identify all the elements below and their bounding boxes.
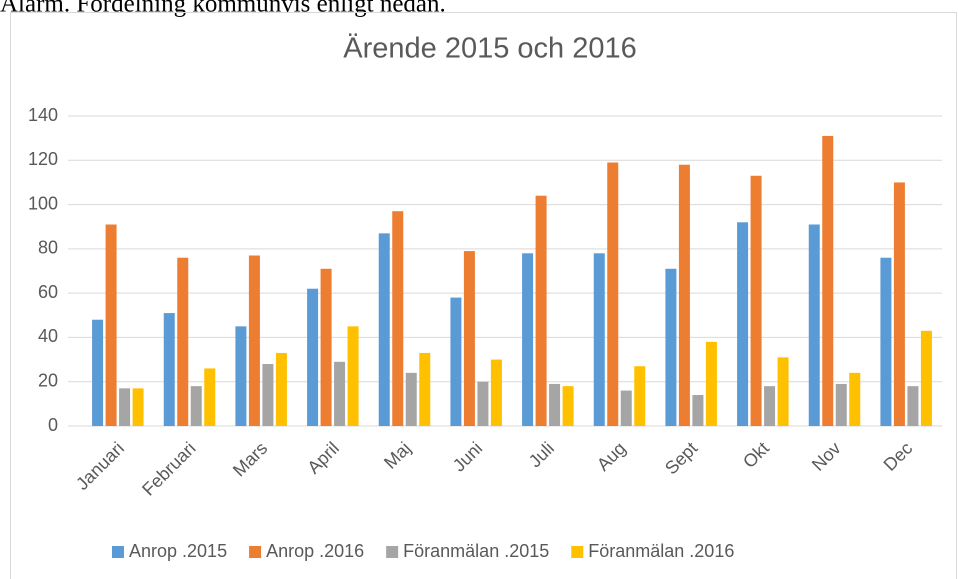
bar bbox=[347, 326, 359, 426]
legend-swatch bbox=[571, 546, 584, 558]
bar bbox=[880, 257, 892, 426]
bar bbox=[419, 352, 431, 426]
bar bbox=[705, 341, 717, 426]
bar bbox=[522, 253, 534, 426]
bar bbox=[737, 222, 749, 426]
legend-swatch bbox=[112, 546, 124, 558]
chart-title: Ärende 2015 och 2016 bbox=[343, 33, 636, 65]
bar bbox=[593, 253, 605, 426]
bar bbox=[119, 388, 131, 426]
bar bbox=[620, 390, 632, 426]
bar bbox=[822, 135, 834, 426]
chart-border bbox=[10, 12, 957, 579]
y-tick-label: 60 bbox=[38, 282, 58, 302]
bar bbox=[634, 366, 646, 426]
bar bbox=[190, 386, 202, 426]
legend-label: Anrop .2015 bbox=[129, 541, 227, 561]
bar bbox=[893, 182, 905, 426]
bar bbox=[405, 372, 417, 426]
y-tick-label: 120 bbox=[28, 149, 58, 169]
bar bbox=[132, 388, 144, 426]
bar bbox=[750, 175, 762, 426]
bar bbox=[477, 381, 489, 426]
page-text: Alarm. Fördelning kommunvis enligt nedan… bbox=[0, 0, 446, 18]
x-tick-label: Okt bbox=[739, 438, 773, 472]
bar bbox=[320, 268, 332, 426]
legend-label: Föranmälan .2015 bbox=[403, 541, 549, 561]
x-tick-label: Juli bbox=[525, 438, 558, 471]
y-tick-label: 100 bbox=[28, 193, 58, 213]
bar bbox=[235, 326, 247, 426]
bar bbox=[378, 233, 390, 426]
bar bbox=[92, 319, 104, 426]
bar bbox=[535, 195, 547, 426]
y-tick-label: 40 bbox=[38, 326, 58, 346]
bar bbox=[334, 361, 346, 426]
bar bbox=[607, 162, 619, 426]
bar bbox=[204, 368, 216, 426]
bar bbox=[920, 330, 932, 426]
x-tick-label: Dec bbox=[880, 438, 917, 475]
bar bbox=[450, 297, 462, 426]
bar bbox=[262, 364, 274, 426]
bar bbox=[248, 255, 260, 426]
legend-label: Föranmälan .2016 bbox=[588, 541, 734, 561]
y-tick-label: 80 bbox=[38, 238, 58, 258]
bar bbox=[275, 352, 287, 426]
bar bbox=[764, 386, 776, 426]
x-tick-label: Juni bbox=[449, 438, 486, 475]
legend-swatch bbox=[249, 546, 262, 558]
x-tick-label: Februari bbox=[138, 438, 200, 500]
bar bbox=[392, 211, 404, 426]
x-tick-label: Maj bbox=[380, 438, 415, 473]
x-tick-label: Sept bbox=[661, 438, 701, 478]
bar bbox=[777, 357, 789, 426]
legend-swatch bbox=[386, 546, 399, 558]
bar bbox=[549, 383, 561, 426]
bar bbox=[490, 359, 502, 426]
bar bbox=[692, 395, 704, 426]
bar bbox=[562, 386, 574, 426]
bar bbox=[808, 224, 820, 426]
x-tick-label: Mars bbox=[229, 438, 271, 480]
bar bbox=[849, 372, 861, 426]
bar bbox=[907, 386, 919, 426]
bar bbox=[678, 164, 690, 426]
y-tick-label: 0 bbox=[48, 415, 58, 435]
legend-label: Anrop .2016 bbox=[266, 541, 364, 561]
bar bbox=[105, 224, 117, 426]
x-tick-label: Aug bbox=[593, 438, 630, 475]
x-tick-label: Januari bbox=[72, 438, 128, 494]
bar bbox=[307, 288, 319, 426]
y-tick-label: 140 bbox=[28, 105, 58, 125]
x-tick-label: Nov bbox=[808, 438, 845, 475]
y-tick-label: 20 bbox=[38, 370, 58, 390]
bar bbox=[463, 251, 475, 426]
x-tick-label: April bbox=[303, 438, 343, 478]
bar bbox=[835, 383, 847, 426]
bar bbox=[665, 268, 677, 426]
bar bbox=[177, 257, 189, 426]
bar bbox=[163, 313, 175, 426]
